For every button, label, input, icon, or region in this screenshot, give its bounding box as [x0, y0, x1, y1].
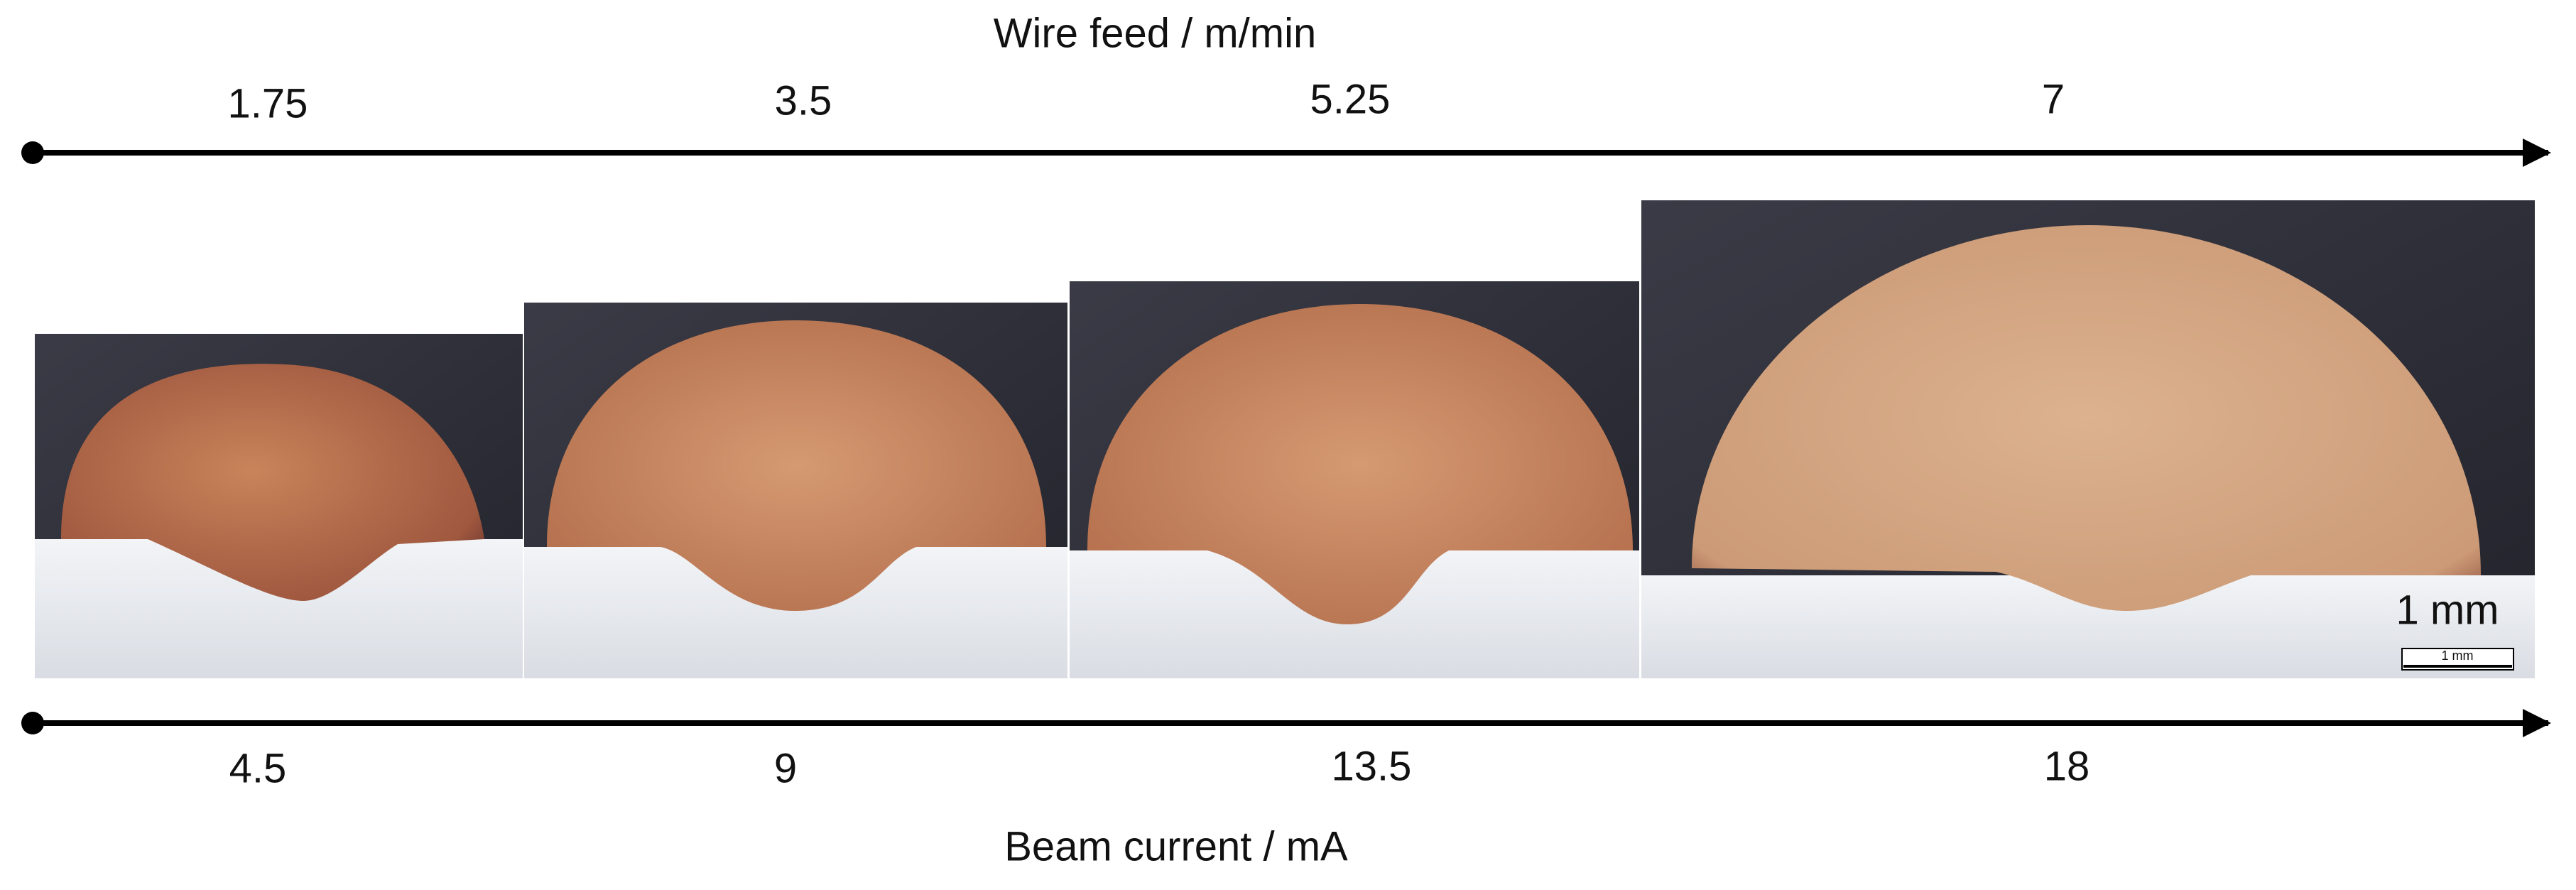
top-tick-label: 5.25 [1310, 76, 1391, 122]
top-tick-label: 7 [2042, 76, 2065, 122]
top-tick-label: 1.75 [228, 80, 308, 126]
micrograph [1070, 281, 1639, 678]
scale-bar-label: 1 mm [2442, 648, 2474, 663]
bottom-tick-label: 9 [774, 745, 797, 791]
bottom-tick-label: 18 [2044, 743, 2090, 789]
top-axis-title: Wire feed / m/min [994, 10, 1316, 56]
bottom-arrow [21, 709, 2551, 737]
bottom-tick-label: 13.5 [1332, 743, 1412, 789]
micrograph [35, 334, 523, 678]
scale-label: 1 mm [2396, 587, 2499, 633]
micrograph [524, 303, 1067, 678]
top-arrow [21, 139, 2551, 167]
bottom-tick-label: 4.5 [229, 745, 287, 791]
micrograph: 1 mm 1 mm [1641, 200, 2535, 678]
top-tick-label: 3.5 [775, 77, 832, 124]
bottom-axis-title: Beam current / mA [1004, 823, 1348, 869]
